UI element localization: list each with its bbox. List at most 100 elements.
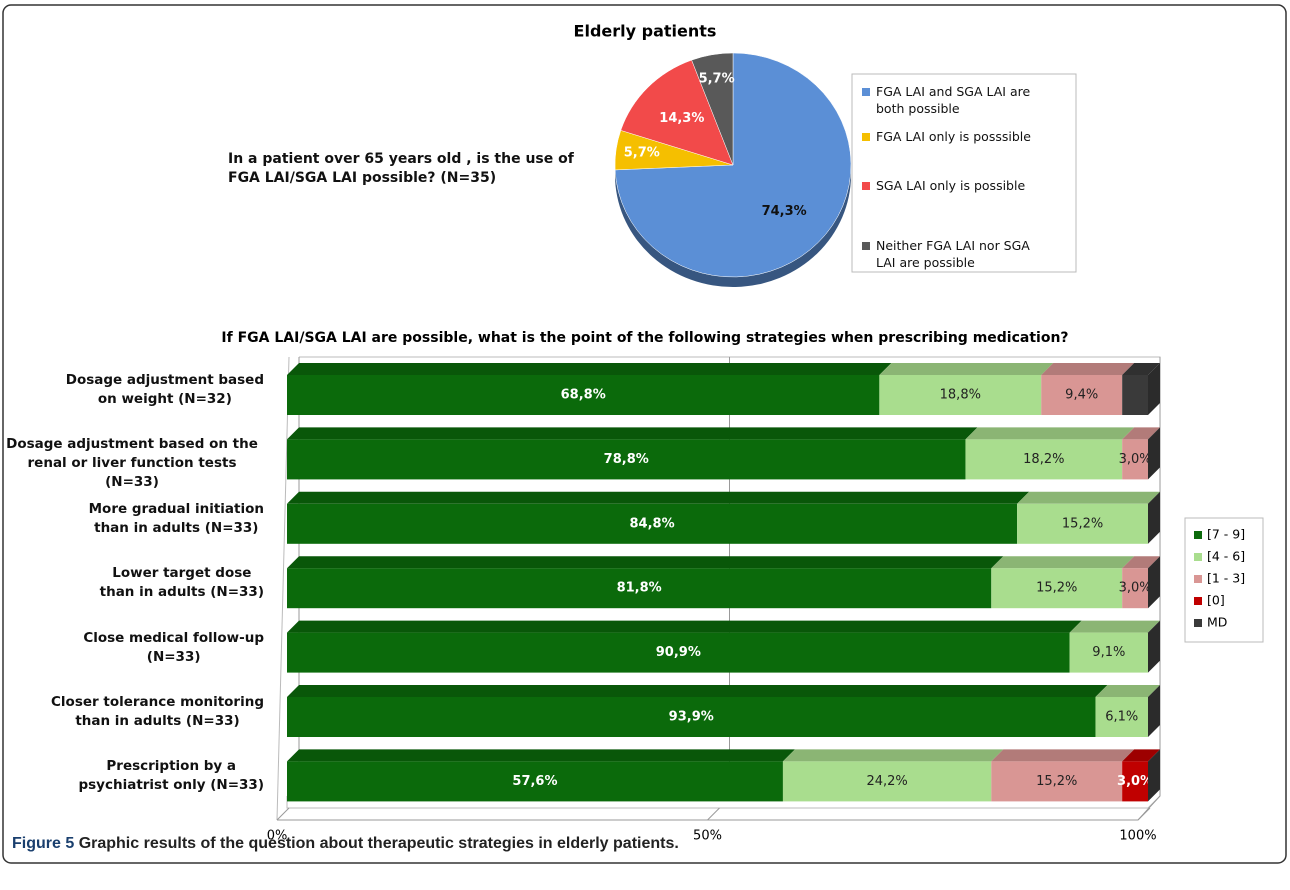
pie-title: Elderly patients (574, 22, 717, 41)
bar (991, 568, 1123, 609)
y-tick-label: Lower target dose than in adults (N=33) (99, 565, 264, 601)
bar (1122, 375, 1148, 415)
tick-mark (1137, 807, 1151, 821)
legend-label: MD (1207, 615, 1227, 630)
bar-top (1041, 363, 1135, 375)
legend-label: SGA LAI only is possible (876, 178, 1026, 193)
bar-top (1017, 491, 1160, 504)
bar (879, 375, 1042, 415)
caption-label: Figure 5 (12, 835, 75, 852)
legend-swatch (1194, 619, 1202, 627)
legend-swatch (1194, 553, 1202, 561)
legend-swatch (1194, 575, 1202, 583)
bar (287, 375, 880, 415)
y-tick-label: Closer tolerance monitoring than in adul… (51, 694, 264, 729)
bar-top (1069, 620, 1160, 633)
bar-value-label: 18,2% (1023, 452, 1064, 467)
bar-top (287, 749, 795, 762)
bar (1122, 568, 1148, 609)
legend-swatch (1194, 597, 1202, 605)
bar-value-label: 24,2% (866, 774, 907, 789)
bar-value-label: 9,1% (1092, 645, 1125, 660)
bar (287, 697, 1096, 737)
bar-side (1148, 620, 1160, 673)
bar-top (991, 749, 1135, 762)
pie-legend-box (851, 73, 1077, 273)
frame (2, 4, 1287, 864)
bar-top (1095, 685, 1160, 697)
y-tick-label: Prescription by a psychiatrist only (N=3… (78, 758, 264, 794)
bar-value-label: 81,8% (617, 581, 662, 596)
bar-top (287, 363, 892, 375)
pie-value-label: 5,7% (699, 72, 735, 87)
bar-side (1148, 749, 1160, 802)
bar-top (287, 620, 1082, 633)
legend-swatch (862, 182, 870, 190)
bar-value-label: 84,8% (630, 516, 675, 531)
caption: Figure 5 Graphic results of the question… (12, 835, 679, 853)
legend-swatch (862, 242, 870, 250)
legend-label: [7 - 9] (1207, 527, 1245, 542)
bar (1122, 761, 1148, 802)
bar-top (991, 556, 1135, 569)
bar-value-label: 3,0% (1119, 452, 1152, 467)
bar (287, 632, 1070, 673)
bar-top (287, 427, 978, 440)
bar-side (1148, 685, 1160, 737)
bar-value-label: 93,9% (669, 710, 714, 725)
bar-value-label: 9,4% (1065, 388, 1098, 403)
bar-value-label: 57,6% (512, 774, 557, 789)
bar (287, 503, 1018, 544)
bar-top (287, 491, 1030, 504)
bar-value-label: 90,9% (656, 645, 701, 660)
bar-value-label: 3,0% (1119, 581, 1152, 596)
bar-top (1122, 427, 1160, 440)
tick-mark (276, 807, 290, 821)
plot-left (276, 356, 290, 821)
pie-annotation: In a patient over 65 years old , is the … (228, 151, 574, 186)
bar (1122, 439, 1148, 480)
bar-side (1148, 491, 1160, 544)
bar (1017, 503, 1148, 544)
y-tick-label: More gradual initiation than in adults (… (88, 500, 264, 536)
legend-label: FGA LAI and SGA LAI are both possible (876, 84, 1031, 116)
bar-top (287, 685, 1108, 697)
bar-value-label: 3,0% (1117, 774, 1153, 789)
bar-value-label: 15,2% (1036, 774, 1077, 789)
y-tick-label: Dosage adjustment based on weight (N=32) (65, 372, 264, 407)
legend-swatch (862, 133, 870, 141)
pie-value-label: 5,7% (624, 146, 660, 161)
legend-swatch (1194, 531, 1202, 539)
bar-value-label: 15,2% (1036, 581, 1077, 596)
bar (287, 761, 783, 802)
bar-side (1148, 363, 1160, 415)
bar-top (879, 363, 1054, 375)
bar-value-label: 68,8% (561, 388, 606, 403)
bar (1095, 697, 1148, 737)
x-tick-label: 50% (693, 829, 722, 844)
pie-slice (691, 52, 734, 166)
legend-label: [4 - 6] (1207, 549, 1245, 564)
pie-value-label: 14,3% (659, 111, 704, 126)
tick-mark (707, 807, 720, 821)
bar (287, 439, 966, 480)
pie-value-label: 74,3% (762, 204, 807, 219)
legend-label: FGA LAI only is posssible (876, 129, 1031, 144)
bar-value-label: 78,8% (604, 452, 649, 467)
y-tick-label: Dosage adjustment based on the renal or … (6, 436, 258, 491)
bar (1041, 375, 1123, 415)
bar (965, 439, 1123, 480)
legend-swatch (862, 88, 870, 96)
bar-side (1148, 556, 1160, 609)
bar-value-label: 6,1% (1105, 710, 1138, 725)
bar (287, 568, 992, 609)
caption-text: Graphic results of the question about th… (78, 835, 679, 852)
bar-value-label: 15,2% (1062, 516, 1103, 531)
legend-label: [1 - 3] (1207, 571, 1245, 586)
x-tick-label: 100% (1119, 829, 1156, 844)
y-tick-label: Close medical follow-up (N=33) (83, 629, 264, 665)
bar-top (1122, 749, 1160, 762)
bar-top (287, 556, 1004, 569)
bar (782, 761, 992, 802)
